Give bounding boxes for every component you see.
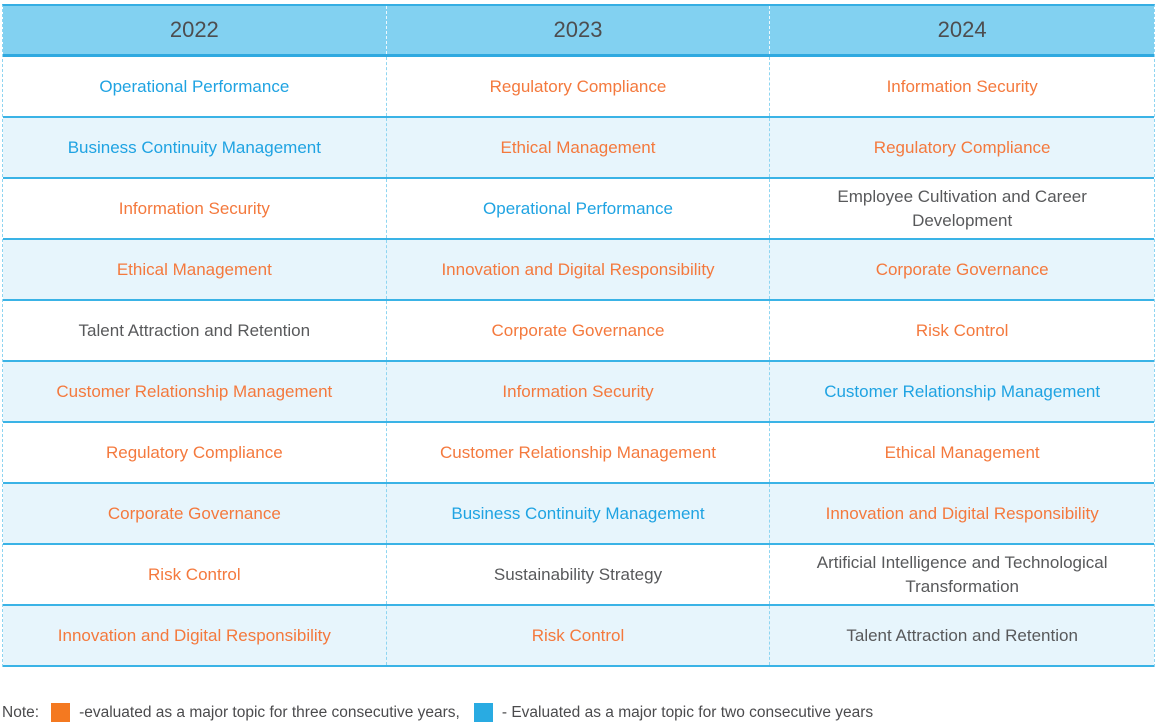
topic-label: Business Continuity Management: [67, 137, 321, 157]
table-row: Risk Control Sustainability Strategy Art…: [3, 545, 1154, 606]
topic-label: Information Security: [886, 76, 1038, 96]
topic-cell: Operational Performance: [3, 57, 387, 116]
year-header-2022: 2022: [3, 6, 387, 54]
topic-label: Talent Attraction and Retention: [78, 320, 311, 340]
topic-label: Information Security: [118, 198, 270, 218]
topic-cell: Ethical Management: [770, 423, 1154, 482]
topic-label: Risk Control: [531, 625, 625, 645]
topic-label: Customer Relationship Management: [440, 442, 716, 462]
topic-label: Corporate Governance: [875, 259, 1049, 279]
topic-label: Risk Control: [148, 564, 241, 584]
topic-cell: Risk Control: [770, 301, 1154, 360]
topic-cell: Operational Performance: [387, 179, 771, 238]
topic-cell: Risk Control: [3, 545, 387, 604]
table-row: Customer Relationship Management Informa…: [3, 362, 1154, 423]
year-header-2024: 2024: [937, 17, 987, 42]
table-row: Information Security Operational Perform…: [3, 179, 1154, 240]
topic-cell: Ethical Management: [3, 240, 387, 299]
topic-label: Talent Attraction and Retention: [846, 625, 1078, 645]
topic-cell: Employee Cultivation and Career Developm…: [770, 179, 1154, 238]
topic-label: Regulatory Compliance: [873, 137, 1051, 157]
topic-cell: Customer Relationship Management: [3, 362, 387, 421]
topic-label: Regulatory Compliance: [489, 76, 667, 96]
topic-label: Operational Performance: [99, 76, 290, 96]
topic-cell: Corporate Governance: [387, 301, 771, 360]
topic-label: Innovation and Digital Responsibility: [825, 503, 1099, 523]
topic-cell: Corporate Governance: [770, 240, 1154, 299]
table-row: Talent Attraction and Retention Corporat…: [3, 301, 1154, 362]
topic-label: Employee Cultivation and Career Developm…: [837, 186, 1087, 230]
topic-cell: Regulatory Compliance: [770, 118, 1154, 177]
topic-cell: Talent Attraction and Retention: [3, 301, 387, 360]
topic-cell: Information Security: [3, 179, 387, 238]
topic-label: Customer Relationship Management: [56, 381, 333, 401]
topic-label: Ethical Management: [116, 259, 272, 279]
topic-label: Artificial Intelligence and Technologica…: [816, 552, 1108, 596]
table-row: Business Continuity Management Ethical M…: [3, 118, 1154, 179]
topic-label: Information Security: [502, 381, 654, 401]
topic-cell: Innovation and Digital Responsibility: [3, 606, 387, 665]
topic-cell: Regulatory Compliance: [3, 423, 387, 482]
table-row: Corporate Governance Business Continuity…: [3, 484, 1154, 545]
topic-label: Corporate Governance: [107, 503, 281, 523]
table-row: Regulatory Compliance Customer Relations…: [3, 423, 1154, 484]
topic-cell: Regulatory Compliance: [387, 57, 771, 116]
topic-label: Operational Performance: [483, 198, 673, 218]
year-header-2023: 2023: [387, 6, 771, 54]
table-row: Innovation and Digital Responsibility Ri…: [3, 606, 1154, 667]
topic-label: Regulatory Compliance: [105, 442, 283, 462]
topic-label: Corporate Governance: [491, 320, 665, 340]
topic-label: Business Continuity Management: [451, 503, 705, 523]
topic-cell: Information Security: [770, 57, 1154, 116]
topic-cell: Ethical Management: [387, 118, 771, 177]
topic-cell: Talent Attraction and Retention: [770, 606, 1154, 665]
topic-cell: Information Security: [387, 362, 771, 421]
topic-cell: Sustainability Strategy: [387, 545, 771, 604]
topic-cell: Customer Relationship Management: [387, 423, 771, 482]
legend-text-three-years: -evaluated as a major topic for three co…: [79, 703, 460, 721]
materiality-topics-table: 2022 2023 2024 Operational Performance R…: [2, 4, 1155, 667]
topic-label: Sustainability Strategy: [493, 564, 663, 584]
legend-note: Note: -evaluated as a major topic for th…: [2, 703, 1157, 722]
blue-square-icon: [473, 703, 493, 722]
topic-cell: Customer Relationship Management: [770, 362, 1154, 421]
topic-label: Innovation and Digital Responsibility: [441, 259, 715, 279]
topic-label: Ethical Management: [884, 442, 1040, 462]
table-row: Operational Performance Regulatory Compl…: [3, 57, 1154, 118]
legend-text-two-years: - Evaluated as a major topic for two con…: [501, 703, 874, 721]
topic-label: Ethical Management: [500, 137, 656, 157]
topic-cell: Artificial Intelligence and Technologica…: [770, 545, 1154, 604]
topic-cell: Innovation and Digital Responsibility: [770, 484, 1154, 543]
table-header-row: 2022 2023 2024: [3, 6, 1154, 57]
topic-label: Customer Relationship Management: [824, 381, 1101, 401]
note-label: Note:: [2, 703, 40, 721]
topic-cell: Innovation and Digital Responsibility: [387, 240, 771, 299]
topic-label: Innovation and Digital Responsibility: [57, 625, 331, 645]
topic-cell: Business Continuity Management: [3, 118, 387, 177]
topic-label: Risk Control: [915, 320, 1009, 340]
topic-cell: Risk Control: [387, 606, 771, 665]
topic-cell: Business Continuity Management: [387, 484, 771, 543]
table-row: Ethical Management Innovation and Digita…: [3, 240, 1154, 301]
orange-square-icon: [51, 703, 71, 722]
topic-cell: Corporate Governance: [3, 484, 387, 543]
